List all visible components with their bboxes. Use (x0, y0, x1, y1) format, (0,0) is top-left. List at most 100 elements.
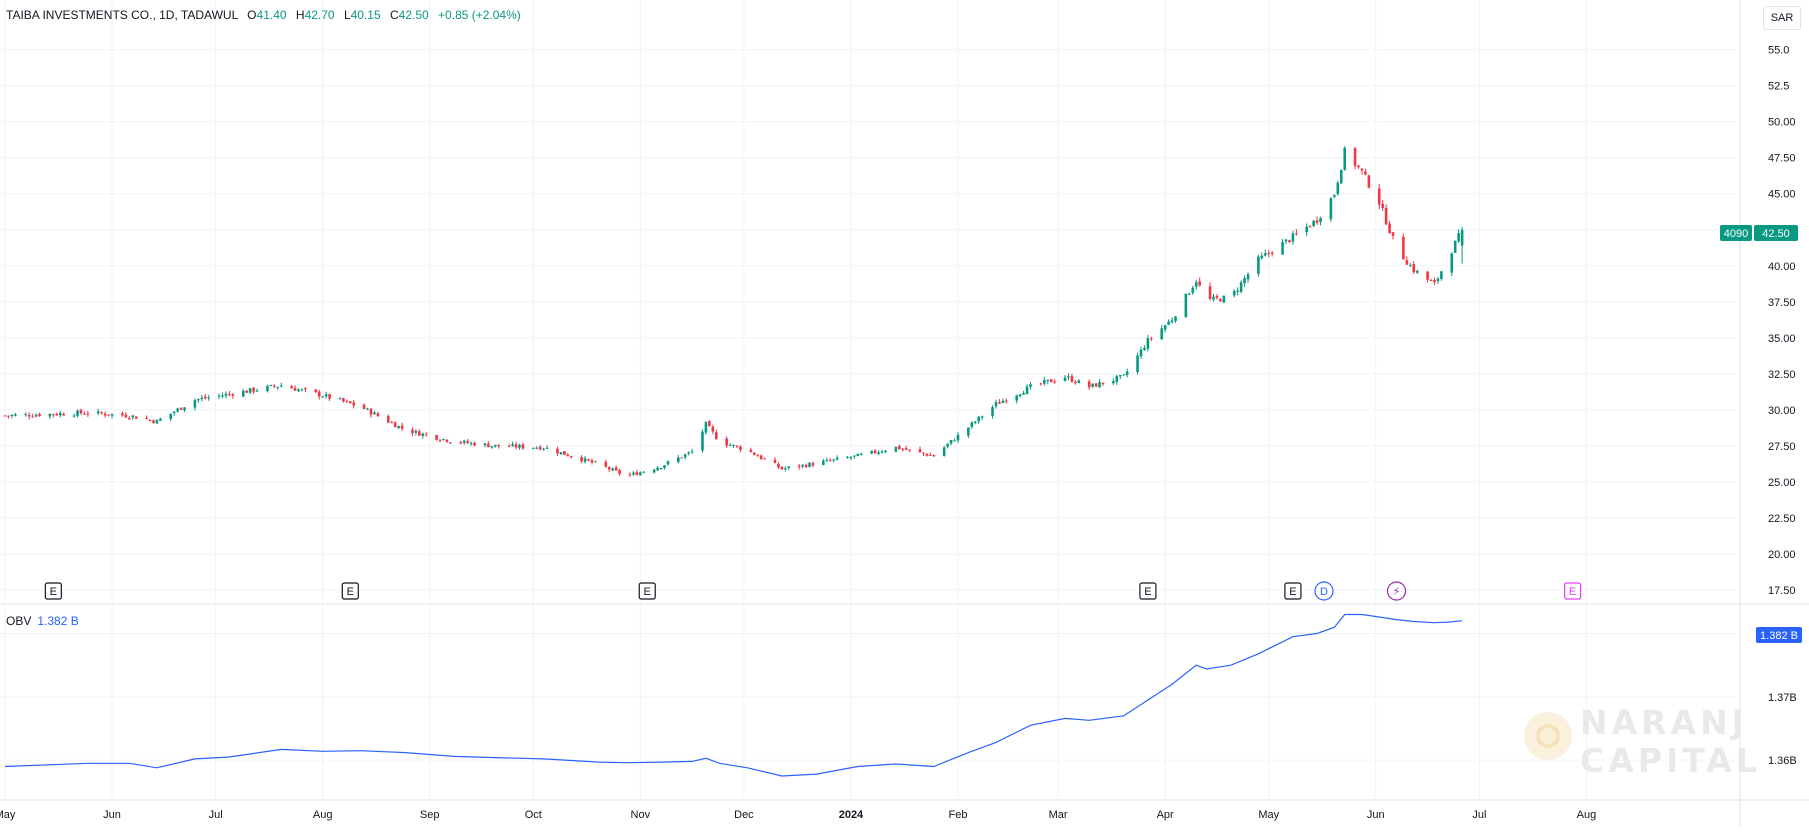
candle (1246, 272, 1250, 283)
candle-body (1198, 281, 1201, 286)
candle-body (217, 395, 221, 397)
candle (666, 460, 670, 466)
candle (1139, 346, 1143, 360)
candle (1067, 373, 1070, 381)
candle (203, 393, 207, 400)
candle (1025, 384, 1029, 395)
candle (103, 411, 107, 418)
candle-body (587, 459, 590, 461)
candle (1163, 324, 1167, 333)
candle-body (507, 445, 511, 447)
candle (659, 467, 663, 471)
candle (828, 458, 832, 462)
currency-button[interactable]: SAR (1763, 6, 1801, 30)
candle (300, 388, 304, 392)
candle (1412, 261, 1416, 275)
candle (1440, 270, 1443, 281)
candle (1146, 334, 1150, 352)
candle-body (763, 458, 766, 460)
candle (314, 389, 318, 393)
candle (680, 457, 684, 459)
obv-legend-name[interactable]: OBV (6, 614, 32, 628)
candle (1243, 275, 1246, 287)
candle-body (870, 450, 873, 454)
candle-body (121, 413, 124, 416)
time-tick-label: Aug (313, 809, 333, 821)
candle (1167, 319, 1170, 326)
candle (231, 392, 235, 400)
candle-body (559, 452, 563, 455)
candle-body (1409, 265, 1412, 267)
candle (538, 445, 542, 451)
candle-body (1415, 270, 1419, 273)
candle (732, 444, 735, 448)
candle (159, 417, 162, 422)
event-marker-label: E (1144, 586, 1151, 598)
time-axis[interactable]: May Jun Jul Aug Sep Oct Nov Dec 2024 Feb Mar Apr May… (0, 809, 1596, 821)
candle-body (497, 444, 501, 447)
event-marker-label: E (347, 586, 354, 598)
candle-body (690, 451, 694, 453)
time-tick-label: Sep (420, 809, 440, 821)
candle-body (197, 399, 200, 401)
candle (611, 467, 614, 472)
candle (725, 436, 728, 448)
time-tick-label: Jun (1367, 809, 1385, 821)
candle-body (1384, 207, 1388, 225)
candle-body (459, 442, 463, 444)
candle (784, 466, 787, 472)
candle (100, 411, 103, 415)
candle (279, 382, 283, 388)
candle (1291, 230, 1295, 245)
candle-body (973, 421, 977, 423)
watermark-logo-icon (1524, 712, 1572, 760)
candle-body (949, 439, 953, 444)
candle-body (1264, 253, 1267, 256)
candle-body (739, 446, 742, 450)
candle (38, 412, 41, 417)
candle-body (1143, 348, 1146, 350)
candle (773, 457, 777, 464)
candle (414, 429, 418, 436)
candle-body (1101, 382, 1105, 384)
candle (1453, 240, 1457, 253)
candle (877, 450, 880, 456)
candle-body (1377, 188, 1381, 205)
candle (400, 422, 404, 432)
candle (832, 458, 835, 463)
candle (273, 384, 276, 389)
candle (376, 411, 380, 417)
candle-body (1184, 293, 1188, 318)
symbol-title[interactable]: TAIBA INVESTMENTS CO., 1D, TADAWUL (6, 8, 238, 22)
candle (1236, 287, 1239, 296)
price-tick-label: 35.00 (1768, 333, 1796, 345)
candle-body (48, 413, 52, 417)
candle (169, 413, 173, 422)
candle-body (342, 398, 345, 402)
candle (1118, 374, 1122, 380)
candle (1018, 393, 1022, 398)
event-marker-label: D (1320, 586, 1328, 598)
candle (856, 453, 860, 457)
candle (704, 421, 708, 435)
candle-body (442, 438, 445, 440)
candle-body (487, 443, 490, 448)
candle (894, 446, 898, 453)
candle-body (1239, 282, 1243, 292)
candle-body (1222, 295, 1226, 303)
time-tick-label: Aug (1577, 809, 1597, 821)
candle (535, 446, 539, 450)
candle-body (207, 397, 211, 399)
event-marker-label: E (1289, 586, 1296, 598)
candle (873, 448, 877, 455)
candle (193, 398, 197, 411)
candle (932, 454, 936, 457)
candle (642, 471, 646, 474)
candle-body (324, 394, 328, 397)
candle (1267, 249, 1271, 258)
events-layer: E E E E E D ⚡ E (44, 581, 1582, 601)
event-marker-label: E (1569, 586, 1576, 598)
candle (811, 461, 815, 468)
